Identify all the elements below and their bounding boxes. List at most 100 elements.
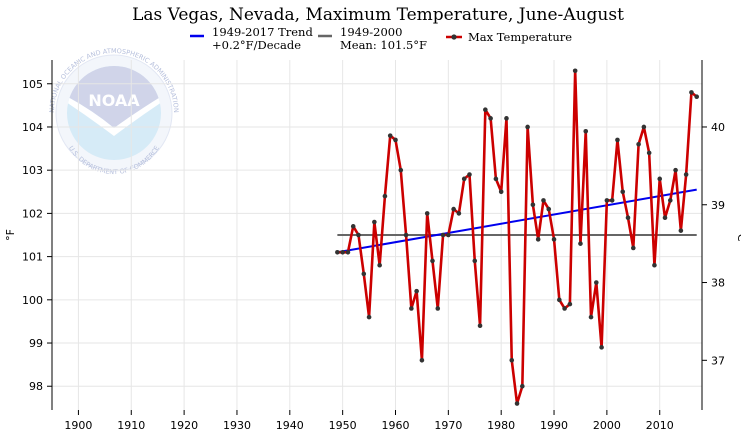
data-point xyxy=(594,280,599,285)
x-tick-label: 1950 xyxy=(329,419,357,432)
data-point xyxy=(652,262,657,268)
data-point xyxy=(361,271,367,277)
legend-trend-label: 1949-2017 Trend xyxy=(212,25,313,39)
data-point xyxy=(535,237,541,242)
data-point xyxy=(609,198,615,203)
data-point xyxy=(461,176,467,182)
y-tick-label: 105 xyxy=(22,78,43,91)
data-point xyxy=(583,128,589,134)
data-point xyxy=(483,107,488,112)
trend-line xyxy=(337,188,697,254)
legend-mean-label: 1949-2000 xyxy=(340,25,402,39)
y-tick-label: 101 xyxy=(22,251,43,264)
legend-mean-value: Mean: 101.5°F xyxy=(340,38,427,52)
x-tick-label: 2010 xyxy=(646,419,674,432)
data-point xyxy=(567,301,573,307)
plot-area: 1900 1910 1920 1930 1940 1950 1960 1970 1980 1990… xyxy=(4,60,741,432)
x-tick-label: 1960 xyxy=(381,419,409,432)
data-point xyxy=(631,245,636,251)
data-point xyxy=(498,189,504,195)
data-point xyxy=(430,258,435,264)
data-point xyxy=(546,206,552,212)
legend-trend-value: +0.2°F/Decade xyxy=(212,38,301,52)
data-point xyxy=(562,306,567,311)
data-point xyxy=(366,314,372,320)
data-point xyxy=(694,94,700,100)
data-point xyxy=(419,358,425,363)
y-right-tick-label: 37 xyxy=(711,354,725,367)
data-point xyxy=(657,176,663,182)
y-tick-label: 99 xyxy=(29,337,43,350)
data-point xyxy=(435,306,441,311)
x-tick-label: 2000 xyxy=(593,419,621,432)
x-tick-label: 1920 xyxy=(170,419,198,432)
series-line-max-temperature xyxy=(337,69,698,405)
x-tick-label: 1980 xyxy=(487,419,515,432)
x-tick-label: 1940 xyxy=(276,419,304,432)
data-point xyxy=(440,232,446,238)
data-point xyxy=(620,189,626,195)
data-point xyxy=(393,137,398,143)
data-point xyxy=(493,176,499,182)
data-point xyxy=(520,383,525,389)
data-point xyxy=(398,167,404,173)
data-point xyxy=(689,90,694,95)
data-point xyxy=(414,288,419,294)
data-point xyxy=(356,232,361,238)
legend: 1949-2017 Trend +0.2°F/Decade 1949-2000 … xyxy=(190,25,572,52)
data-point xyxy=(683,172,689,177)
data-point xyxy=(667,198,673,203)
data-point xyxy=(646,150,652,156)
data-point xyxy=(557,297,562,303)
data-point xyxy=(572,68,578,74)
noaa-logo: NATIONAL OCEANIC AND ATMOSPHERIC ADMINIS… xyxy=(48,47,180,176)
y-axis-label-right: °C xyxy=(735,228,741,242)
y-tick-label: 98 xyxy=(29,380,43,393)
data-point xyxy=(525,124,530,130)
x-tick-label: 1990 xyxy=(540,419,568,432)
data-point xyxy=(488,116,493,121)
y-tick-label: 102 xyxy=(22,207,43,220)
data-point xyxy=(340,249,345,255)
data-point xyxy=(514,401,520,406)
y-axis-label: °F xyxy=(4,229,17,241)
y-tick-label: 100 xyxy=(22,294,43,307)
data-point xyxy=(372,219,377,225)
data-point xyxy=(673,167,678,173)
data-point xyxy=(625,215,631,221)
data-point xyxy=(409,306,414,311)
legend-series-marker xyxy=(451,34,457,40)
data-point xyxy=(477,323,483,329)
data-point xyxy=(641,124,647,130)
data-point xyxy=(377,262,382,268)
data-point xyxy=(387,133,393,138)
data-point xyxy=(472,258,478,264)
y-tick-label: 103 xyxy=(22,164,43,177)
data-point xyxy=(350,224,356,229)
y-right-tick-label: 39 xyxy=(711,199,725,212)
noaa-logo-text: NOAA xyxy=(88,91,140,110)
data-point xyxy=(504,116,509,121)
data-point xyxy=(578,241,583,246)
data-point xyxy=(604,198,610,203)
y-right-tick-label: 38 xyxy=(711,277,725,290)
data-point xyxy=(662,215,668,221)
y-tick-label: 104 xyxy=(22,121,43,134)
x-tick-label: 1930 xyxy=(223,419,251,432)
data-point xyxy=(451,206,456,212)
data-point xyxy=(678,228,684,233)
legend-series-label: Max Temperature xyxy=(468,30,572,44)
noaa-bird-icon xyxy=(67,66,161,128)
x-tick-label: 1970 xyxy=(434,419,462,432)
data-point xyxy=(530,202,536,208)
data-point xyxy=(382,193,388,199)
data-point xyxy=(424,211,430,216)
data-point xyxy=(403,232,409,238)
data-point xyxy=(335,249,340,255)
data-point xyxy=(509,358,515,363)
data-point xyxy=(456,211,462,216)
chart-title: Las Vegas, Nevada, Maximum Temperature, … xyxy=(132,5,624,25)
data-point xyxy=(615,137,620,143)
y-right-tick-label: 40 xyxy=(711,121,725,134)
